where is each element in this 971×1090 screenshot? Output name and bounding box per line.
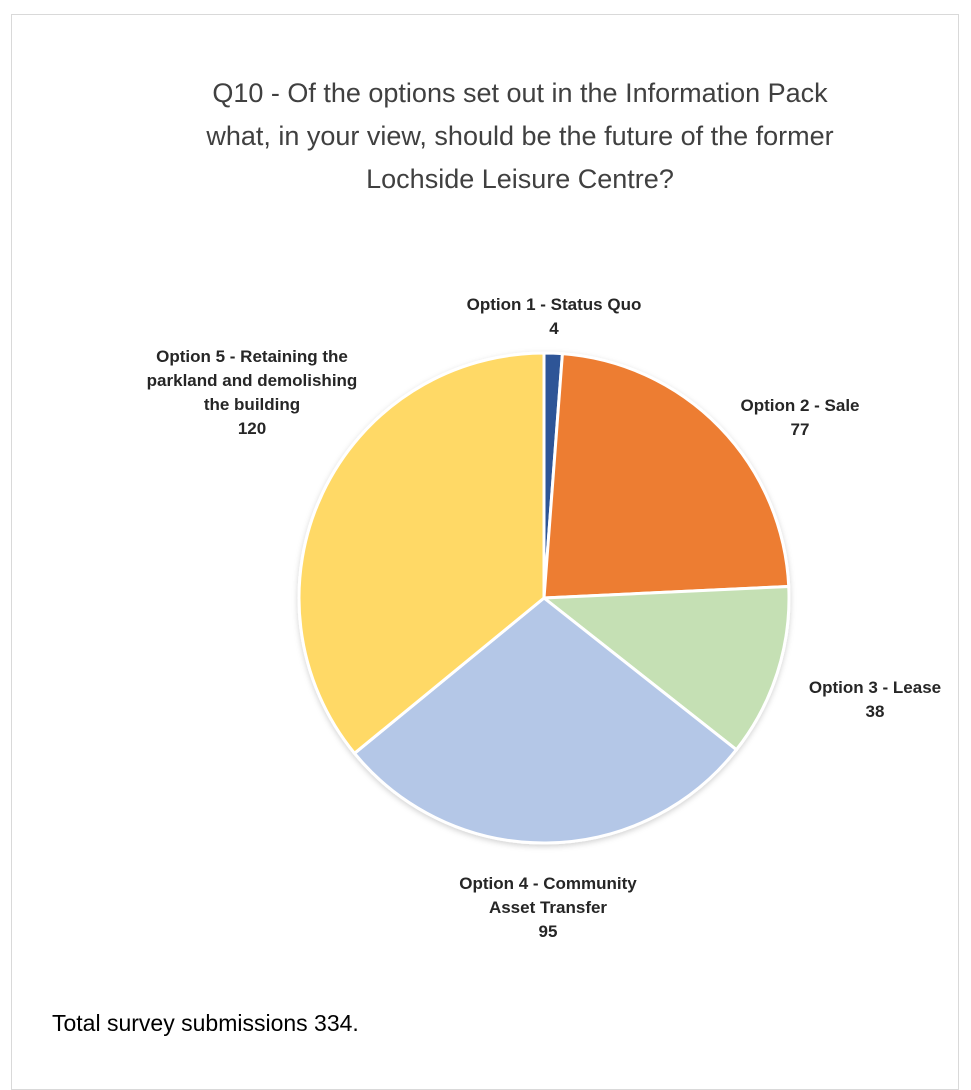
slice-label-option-5: Option 5 - Retaining the parkland and de… xyxy=(107,345,397,441)
pie-slice-option-3 xyxy=(542,584,791,752)
slice-label-option-3-value: 38 xyxy=(865,702,885,721)
chart-title-line-1: Q10 - Of the options set out in the Info… xyxy=(212,78,828,108)
pie-slice-option-2 xyxy=(542,352,791,600)
slice-label-option-1: Option 1 - Status Quo 4 xyxy=(434,293,674,341)
slice-label-option-4: Option 4 - Community Asset Transfer 95 xyxy=(418,872,678,944)
slice-label-option-2-name: Option 2 - Sale xyxy=(740,396,860,415)
slice-label-option-4-name-line-1: Option 4 - Community xyxy=(459,874,637,893)
slice-label-option-1-value: 4 xyxy=(549,319,559,338)
slice-label-option-1-name: Option 1 - Status Quo xyxy=(466,295,642,314)
slice-label-option-4-value: 95 xyxy=(538,922,558,941)
chart-title-line-2: what, in your view, should be the future… xyxy=(206,121,834,151)
slice-label-option-2-value: 77 xyxy=(790,420,810,439)
pie-slice-option-5 xyxy=(297,351,546,755)
pie-slice-option-4 xyxy=(353,596,738,845)
pie-slices xyxy=(297,351,791,845)
slice-label-option-2: Option 2 - Sale 77 xyxy=(700,394,900,442)
slice-label-option-5-name-line-3: the building xyxy=(203,395,301,414)
chart-title-line-3: Lochside Leisure Centre? xyxy=(366,164,674,194)
slice-label-option-5-name-line-1: Option 5 - Retaining the xyxy=(156,347,348,366)
footnote: Total survey submissions 334. xyxy=(52,1010,359,1036)
slice-label-option-4-name-line-2: Asset Transfer xyxy=(488,898,608,917)
slice-label-option-3-name: Option 3 - Lease xyxy=(808,678,942,697)
slice-label-option-5-name-line-2: parkland and demolishing xyxy=(146,371,358,390)
chart-title: Q10 - Of the options set out in the Info… xyxy=(130,72,910,201)
slice-label-option-5-value: 120 xyxy=(237,419,267,438)
slice-label-option-3: Option 3 - Lease 38 xyxy=(775,676,971,724)
